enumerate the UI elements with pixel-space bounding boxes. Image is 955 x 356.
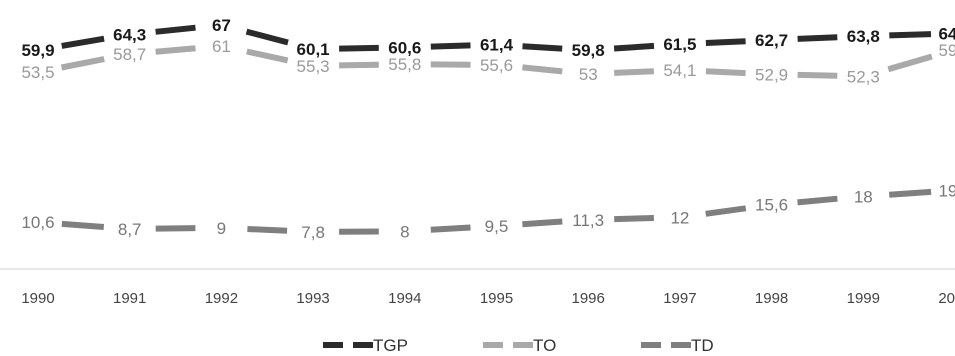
data-label-td-2000: 19,7 (938, 181, 955, 200)
data-label-td-1996: 11,3 (572, 211, 604, 230)
series-tgp (61, 24, 932, 52)
data-label-to-1992: 61 (212, 37, 231, 56)
series-to-segment-1992 (246, 48, 289, 64)
series-tgp-segment-1998 (797, 34, 838, 42)
series-td (61, 188, 932, 235)
series-tgp-segment-1990 (61, 35, 105, 49)
data-label-td-1991: 8,7 (118, 220, 142, 239)
data-label-tgp-1997: 61,5 (663, 35, 696, 54)
series-tgp-segment-1999 (889, 31, 932, 39)
series-to-segment-1991 (155, 45, 196, 55)
series-to-segment-1997 (705, 68, 746, 77)
x-tick-label-1998: 1998 (755, 290, 788, 307)
x-tick-label-1994: 1994 (388, 290, 421, 307)
data-label-tgp-1995: 61,4 (480, 36, 514, 55)
data-label-to-1996: 53 (579, 65, 598, 84)
data-label-tgp-1994: 60,6 (388, 38, 421, 57)
legend-label-to: TO (533, 336, 556, 355)
series-tgp-segment-1996 (613, 42, 655, 52)
x-tick-label-1990: 1990 (21, 290, 54, 307)
legend-label-td: TD (691, 336, 714, 355)
data-label-layer: 59,9 64,3 67 60,1 60,6 61,4 59,8 61,5 62,7 63,8 64… (21, 16, 955, 242)
x-tick-label-1991: 1991 (113, 290, 146, 307)
x-tick-label-2000: 2000 (938, 290, 955, 307)
x-tick-label-1996: 1996 (572, 290, 605, 307)
series-td-segment-1994 (430, 224, 471, 233)
data-label-td-1998: 15,6 (755, 196, 788, 215)
series-td-segment-1995 (522, 218, 563, 228)
series-tgp-segment-1993 (339, 44, 379, 52)
series-tgp-segment-1995 (522, 43, 563, 52)
legend-label-tgp: TGP (373, 336, 408, 355)
series-tgp-segment-1991 (155, 24, 196, 35)
legend-item-td: TD (641, 336, 714, 355)
x-tick-label-1995: 1995 (480, 290, 513, 307)
series-to-segment-1998 (797, 71, 838, 79)
series-to-segment-1996 (614, 68, 655, 76)
data-label-tgp-1998: 62,7 (755, 31, 788, 50)
series-to-segment-1999 (887, 53, 933, 73)
series-td-segment-1991 (155, 225, 196, 232)
data-label-to-1997: 54,1 (663, 61, 696, 80)
x-tick-label-1992: 1992 (205, 290, 238, 307)
data-label-td-1999: 18 (854, 187, 873, 206)
legend-item-tgp: TGP (323, 336, 408, 355)
data-label-td-1990: 10,6 (21, 213, 54, 232)
series-tgp-segment-1994 (430, 42, 471, 50)
x-tick-label-1999: 1999 (847, 290, 880, 307)
data-label-to-2000: 59,9 (938, 41, 955, 60)
series-td-segment-1996 (614, 215, 654, 223)
data-label-to-1994: 55,8 (388, 55, 421, 74)
data-label-tgp-2000: 64,6 (938, 24, 955, 43)
data-label-to-1993: 55,3 (297, 57, 330, 76)
data-label-td-1992: 9 (217, 219, 226, 238)
series-td-segment-1992 (247, 226, 288, 234)
legend: TGP TO TD (323, 336, 714, 355)
series-td-segment-1997 (705, 205, 747, 217)
series-to (60, 45, 933, 79)
data-label-tgp-1993: 60,1 (297, 40, 330, 59)
data-label-tgp-1990: 59,9 (21, 41, 54, 60)
data-label-td-1997: 12 (670, 208, 689, 227)
data-label-tgp-1992: 67 (212, 16, 231, 35)
data-label-td-1993: 7,8 (301, 223, 325, 242)
data-label-tgp-1996: 59,8 (572, 41, 605, 60)
series-to-segment-1990 (60, 56, 105, 71)
series-to-segment-1993 (339, 61, 379, 69)
data-label-td-1994: 8 (400, 222, 409, 241)
x-tick-label-1997: 1997 (663, 290, 696, 307)
data-label-to-1999: 52,3 (847, 67, 880, 86)
series-td-segment-1990 (61, 220, 105, 230)
data-label-to-1990: 53,5 (21, 63, 54, 82)
data-label-tgp-1991: 64,3 (113, 25, 146, 44)
data-label-tgp-1999: 63,8 (847, 27, 880, 46)
series-layer (60, 24, 933, 235)
data-label-to-1998: 52,9 (755, 65, 788, 84)
legend-item-to: TO (483, 336, 556, 355)
series-td-segment-1999 (888, 188, 932, 198)
x-tick-layer: 1990 1991 1992 1993 1994 1995 1996 1997 1998 1999… (21, 290, 955, 307)
series-tgp-segment-1992 (245, 28, 289, 46)
data-label-to-1991: 58,7 (113, 45, 146, 64)
x-tick-label-1993: 1993 (296, 290, 329, 307)
series-tgp-segment-1997 (705, 38, 746, 46)
series-td-segment-1998 (797, 195, 838, 206)
series-to-segment-1995 (522, 64, 563, 75)
data-label-to-1995: 55,6 (480, 56, 513, 75)
data-label-td-1995: 9,5 (485, 217, 509, 236)
